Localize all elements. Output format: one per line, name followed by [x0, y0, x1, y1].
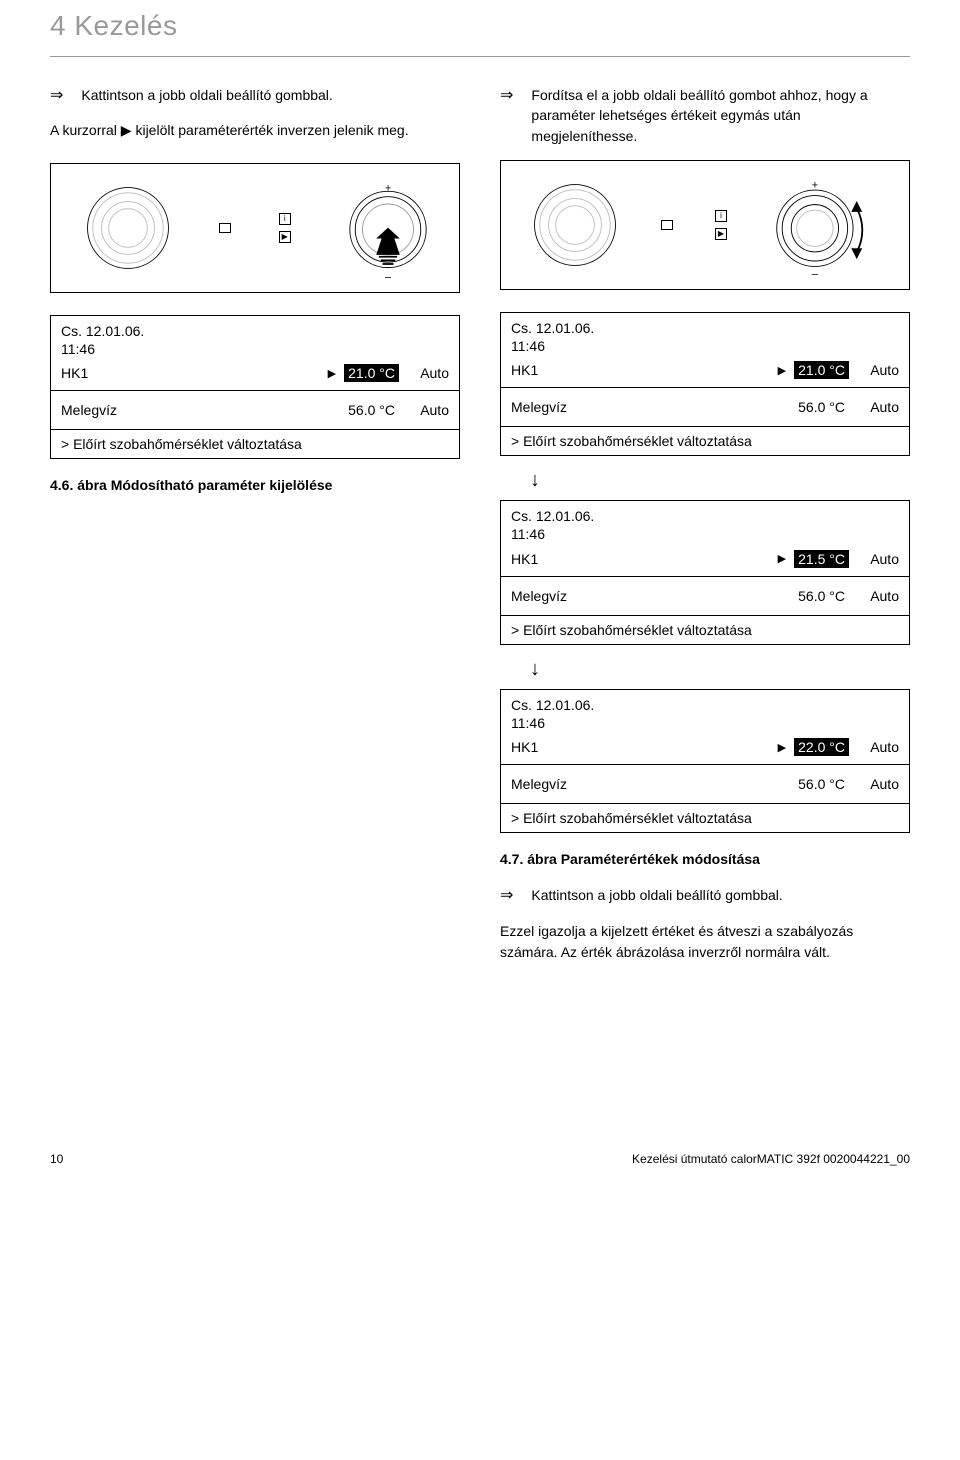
step-text: Kattintson a jobb oldali beállító gombba…	[81, 85, 332, 107]
right-dial-click-icon: + –	[338, 184, 426, 272]
step-text: Kattintson a jobb oldali beállító gombba…	[531, 885, 782, 907]
hk-value: 21.0 °C	[794, 361, 849, 379]
page-footer: 10 Kezelési útmutató calorMATIC 392f 002…	[0, 1152, 960, 1190]
figure-caption-47: 4.7. ábra Paraméterértékek módosítása	[500, 851, 910, 867]
display-footer: > Előírt szobahőmérséklet változtatása	[501, 426, 909, 455]
display-datetime: Cs. 12.01.06.	[61, 322, 449, 340]
mv-value: 56.0 °C	[794, 775, 849, 793]
mv-label: Melegvíz	[511, 399, 786, 415]
step-text: Fordítsa el a jobb oldali beállító gombo…	[531, 85, 910, 146]
mv-mode: Auto	[857, 399, 899, 415]
tri-icon: ▶	[778, 364, 786, 377]
left-dial-icon	[84, 184, 172, 272]
display-footer: > Előírt szobahőmérséklet változtatása	[501, 615, 909, 644]
hk-mode: Auto	[857, 739, 899, 755]
mv-label: Melegvíz	[511, 588, 786, 604]
display-time: 11:46	[61, 340, 449, 358]
display-datetime: Cs. 12.01.06.	[511, 696, 899, 714]
double-arrow-icon: ⇒	[500, 885, 513, 907]
hk-mode: Auto	[857, 362, 899, 378]
dial-diagram-click: i ▶ + –	[50, 163, 460, 293]
mv-mode: Auto	[857, 588, 899, 604]
mv-value: 56.0 °C	[794, 398, 849, 416]
down-arrow-icon: ↓	[500, 470, 910, 490]
step-click-dial: ⇒ Kattintson a jobb oldali beállító gomb…	[50, 85, 460, 107]
hk-value: 21.0 °C	[344, 364, 399, 382]
mv-label: Melegvíz	[61, 402, 336, 418]
tri-icon: ▶	[328, 367, 336, 380]
cursor-note: A kurzorral ▶ kijelölt paraméterérték in…	[50, 121, 460, 141]
display-datetime: Cs. 12.01.06.	[511, 507, 899, 525]
minus-icon: –	[385, 271, 392, 283]
hk-value: 22.0 °C	[794, 738, 849, 756]
display-footer: > Előírt szobahőmérséklet változtatása	[51, 429, 459, 458]
hk-mode: Auto	[857, 551, 899, 567]
display-time: 11:46	[511, 525, 899, 543]
hk-label: HK1	[61, 365, 320, 381]
display-time: 11:46	[511, 714, 899, 732]
mid-icons	[661, 220, 673, 230]
double-arrow-icon: ⇒	[500, 85, 513, 146]
hk-mode: Auto	[407, 365, 449, 381]
display-panel-1: Cs. 12.01.06. 11:46 HK1 ▶ 21.0 °C Auto M…	[50, 315, 460, 459]
left-dial-icon	[531, 181, 619, 269]
display-datetime: Cs. 12.01.06.	[511, 319, 899, 337]
step-click-confirm: ⇒ Kattintson a jobb oldali beállító gomb…	[500, 885, 910, 907]
figure-caption-46: 4.6. ábra Módosítható paraméter kijelölé…	[50, 477, 460, 493]
tri-icon: ▶	[778, 741, 786, 754]
dial-diagram-rotate: i ▶ + –	[500, 160, 910, 290]
mv-label: Melegvíz	[511, 776, 786, 792]
hk-label: HK1	[511, 551, 770, 567]
hk-label: HK1	[511, 739, 770, 755]
display-time: 11:46	[511, 337, 899, 355]
closing-text: Ezzel igazolja a kijelzett értéket és át…	[500, 921, 910, 962]
mid-icons	[219, 223, 231, 233]
step-rotate-dial: ⇒ Fordítsa el a jobb oldali beállító gom…	[500, 85, 910, 146]
display-panel-2: Cs. 12.01.06. 11:46 HK1 ▶ 21.0 °C Auto M…	[500, 312, 910, 456]
page-number: 10	[50, 1152, 63, 1166]
left-column: ⇒ Kattintson a jobb oldali beállító gomb…	[50, 85, 460, 972]
double-arrow-icon: ⇒	[50, 85, 63, 107]
display-footer: > Előírt szobahőmérséklet változtatása	[501, 803, 909, 832]
hk-value: 21.5 °C	[794, 550, 849, 568]
display-panel-3: Cs. 12.01.06. 11:46 HK1 ▶ 21.5 °C Auto M…	[500, 500, 910, 644]
mv-mode: Auto	[857, 776, 899, 792]
mv-value: 56.0 °C	[344, 401, 399, 419]
right-column: ⇒ Fordítsa el a jobb oldali beállító gom…	[500, 85, 910, 972]
section-header: 4 Kezelés	[50, 0, 910, 57]
hk-label: HK1	[511, 362, 770, 378]
plus-icon: +	[385, 184, 391, 194]
mv-value: 56.0 °C	[794, 587, 849, 605]
down-arrow-icon: ↓	[500, 659, 910, 679]
right-dial-rotate-icon: + –	[769, 181, 879, 269]
svg-text:–: –	[812, 268, 819, 280]
doc-id: Kezelési útmutató calorMATIC 392f 002004…	[632, 1152, 910, 1166]
display-panel-4: Cs. 12.01.06. 11:46 HK1 ▶ 22.0 °C Auto M…	[500, 689, 910, 833]
mv-mode: Auto	[407, 402, 449, 418]
tri-icon: ▶	[778, 552, 786, 565]
